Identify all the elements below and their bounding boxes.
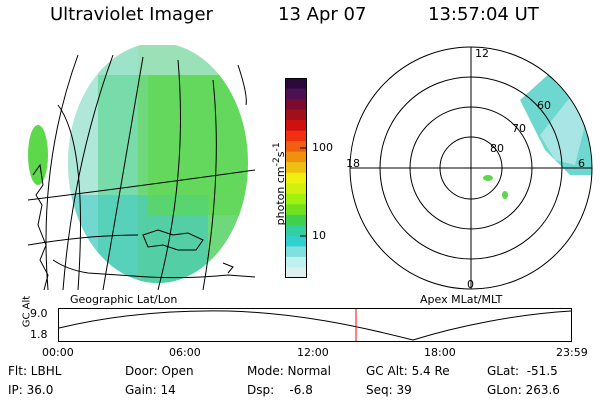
colorbar-band [285,267,307,278]
aurora-spot [483,175,493,181]
colorbar-band [285,256,307,269]
geo-latitude-info: GLat: -51.5 [487,364,558,378]
colorbar-band [285,246,307,258]
sequence-info: Seq: 39 [366,383,412,397]
altitude-timeseries-plot [58,308,572,342]
gc-altitude-info: GC Alt: 5.4 Re [366,364,450,378]
colorbar-frame [285,78,307,278]
time-tick-1800: 18:00 [424,346,456,359]
colorbar-band [285,88,307,100]
time-tick-2359: 23:59 [556,346,588,359]
mlt-label-6: 6 [578,157,585,170]
polar-mlat-mlt-plot [349,46,593,290]
polar-projection-label: Apex MLat/MLT [420,293,503,306]
colorbar-band [285,141,307,153]
colorbar-band [285,193,307,205]
geographic-map [28,45,255,290]
dsp-info: Dsp: -6.8 [247,383,313,397]
colorbar-band [285,130,307,142]
aurora-spot [502,191,508,199]
date-label: 13 Apr 07 [278,4,367,25]
mlt-label-0: 0 [467,278,474,291]
geo-projection-label: Geographic Lat/Lon [70,293,178,306]
mlt-label-12: 12 [475,47,489,60]
colorbar-unit-label: photon cm-2s-1 [271,142,287,226]
time-tick-0000: 00:00 [42,346,74,359]
colorbar-band [285,225,307,237]
colorbar-band [285,109,307,121]
time-tick-1200: 12:00 [297,346,329,359]
ip-info: IP: 36.0 [8,383,54,397]
limb-arc [28,125,48,185]
time-label: 13:57:04 UT [428,4,539,25]
door-info: Door: Open [125,364,194,378]
instrument-title: Ultraviolet Imager [50,4,213,25]
colorbar-band [285,204,307,216]
colorbar-band [285,162,307,174]
lat-lon-grid [28,54,255,290]
altitude-ytick-bottom: 1.8 [30,328,48,341]
colorbar-label-10: 10 [312,229,326,242]
filter-info: Flt: LBHL [8,364,62,378]
disk-texture [68,45,248,283]
time-tick-0600: 06:00 [169,346,201,359]
mlt-label-18: 18 [346,157,360,170]
intensity-colorbar [285,78,307,278]
colorbar-band [285,235,307,248]
gain-info: Gain: 14 [125,383,176,397]
colorbar-band [285,172,307,184]
mlat-label-60: 60 [537,99,551,112]
colorbar-band [285,151,307,163]
colorbar-band [285,99,307,111]
geo-longitude-info: GLon: 263.6 [487,383,560,397]
polar-grid [349,46,593,290]
colorbar-band [285,214,307,226]
altitude-ytick-top: 9.0 [30,307,48,320]
polar-aurora-oval [520,53,592,175]
colorbar-band [285,78,307,90]
colorbar-band [285,183,307,195]
mode-info: Mode: Normal [247,364,331,378]
coastlines [32,163,255,290]
altitude-plot-frame [58,308,572,342]
mlat-label-70: 70 [512,122,526,135]
colorbar-bands [285,78,307,278]
mlat-label-80: 80 [490,142,504,155]
colorbar-label-100: 100 [312,141,333,154]
altitude-curve [58,310,572,341]
colorbar-band [285,120,307,132]
